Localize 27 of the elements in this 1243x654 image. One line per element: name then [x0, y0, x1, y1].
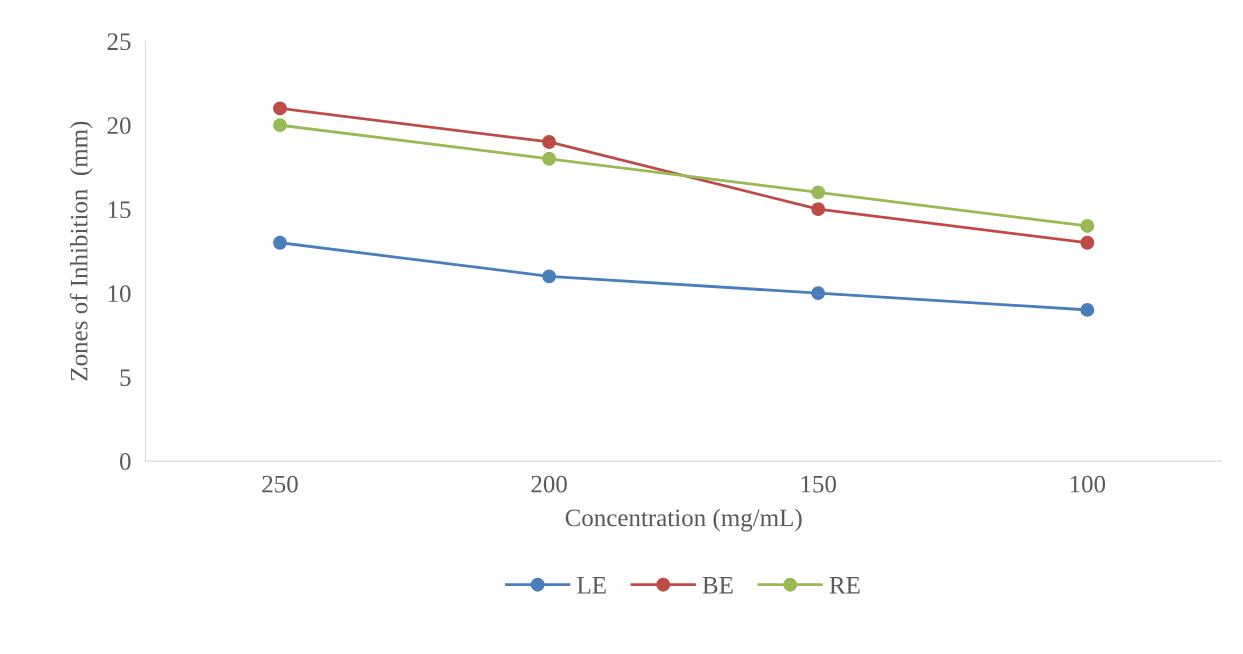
x-axis-title: Concentration (mg/mL)	[565, 508, 802, 532]
y-tick-label: 0	[120, 453, 131, 470]
x-tick-label: 250	[262, 475, 298, 493]
y-axis-title: Zones of Inhibition (mm)	[69, 121, 93, 381]
x-tick-label: 200	[531, 475, 567, 493]
point	[811, 286, 826, 301]
point	[542, 135, 557, 149]
point	[542, 269, 557, 284]
point	[273, 235, 287, 250]
point	[273, 101, 287, 116]
legend-label: RE	[829, 577, 860, 594]
y-tick-label: 15	[108, 201, 131, 219]
point	[273, 118, 287, 133]
x-tick-label: 150	[801, 475, 836, 493]
point	[542, 151, 557, 166]
legend-label: LE	[577, 577, 606, 594]
y-tick-label: 20	[107, 117, 131, 135]
y-tick-label: 25	[107, 33, 131, 51]
x-tick-label: 100	[1070, 475, 1106, 493]
point	[811, 185, 826, 200]
point	[1080, 235, 1095, 250]
y-tick-label: 5	[120, 369, 131, 387]
legend-label: BE	[702, 577, 733, 594]
point	[1080, 302, 1095, 317]
y-tick-label: 10	[108, 285, 131, 303]
point	[1080, 218, 1095, 233]
point	[811, 202, 826, 217]
